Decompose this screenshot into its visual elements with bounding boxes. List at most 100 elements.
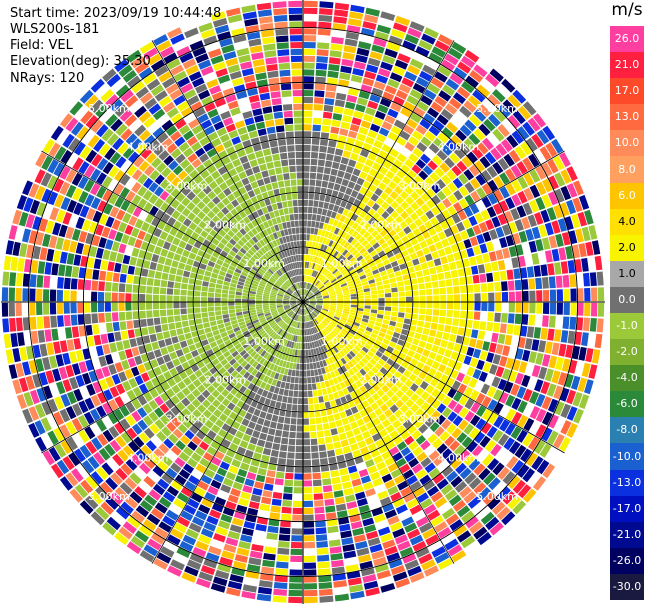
velocity-gate <box>497 486 511 500</box>
velocity-gate <box>309 296 316 300</box>
velocity-gate <box>296 321 299 329</box>
velocity-gate <box>395 215 404 224</box>
velocity-gate <box>435 381 445 391</box>
velocity-gate <box>331 406 339 414</box>
velocity-gate <box>488 292 495 302</box>
velocity-gate <box>338 432 347 441</box>
velocity-gate <box>459 124 472 137</box>
velocity-gate <box>245 345 252 352</box>
velocity-gate <box>217 354 226 362</box>
velocity-gate <box>79 500 94 515</box>
velocity-gate <box>90 422 102 436</box>
velocity-gate <box>187 457 198 468</box>
velocity-gate <box>576 317 584 331</box>
velocity-gate <box>252 319 259 324</box>
velocity-gate <box>341 58 354 67</box>
velocity-gate <box>215 283 223 289</box>
velocity-gate <box>309 179 316 186</box>
velocity-gate <box>525 452 538 467</box>
velocity-gate <box>513 268 521 280</box>
velocity-gate <box>437 65 452 77</box>
velocity-gate <box>315 62 328 70</box>
velocity-gate <box>304 308 307 315</box>
velocity-gate <box>197 480 209 491</box>
velocity-gate <box>403 101 416 112</box>
velocity-gate <box>441 532 456 545</box>
velocity-gate <box>250 181 259 189</box>
velocity-gate <box>406 498 419 509</box>
velocity-gate <box>153 448 165 460</box>
velocity-gate <box>348 196 356 204</box>
velocity-gate <box>305 290 309 296</box>
velocity-gate <box>60 440 73 455</box>
velocity-gate <box>229 411 238 420</box>
velocity-gate <box>174 457 186 468</box>
velocity-gate <box>191 452 202 463</box>
velocity-gate <box>318 152 326 160</box>
velocity-gate <box>126 320 134 330</box>
velocity-gate <box>343 550 357 559</box>
velocity-gate <box>424 417 435 428</box>
velocity-gate <box>73 388 84 402</box>
velocity-gate <box>404 33 420 45</box>
velocity-gate <box>395 89 408 100</box>
velocity-gate <box>153 366 163 376</box>
velocity-gate <box>444 53 459 66</box>
velocity-gate <box>240 360 248 368</box>
velocity-gate <box>492 462 505 476</box>
velocity-gate <box>328 456 337 464</box>
velocity-gate <box>411 164 422 175</box>
velocity-gate <box>554 172 566 187</box>
velocity-gate <box>309 411 315 418</box>
velocity-gate <box>337 367 344 375</box>
velocity-gate <box>231 350 239 358</box>
velocity-gate <box>359 219 367 228</box>
velocity-gate <box>317 207 323 215</box>
velocity-gate <box>327 525 339 534</box>
velocity-gate <box>351 222 359 230</box>
velocity-gate <box>193 419 204 430</box>
velocity-gate <box>195 279 203 286</box>
velocity-gate <box>420 192 431 203</box>
velocity-gate <box>417 276 425 284</box>
velocity-gate <box>368 184 377 193</box>
velocity-gate <box>172 428 184 439</box>
velocity-gate <box>294 459 303 466</box>
velocity-gate <box>329 341 335 348</box>
velocity-gate <box>280 367 285 375</box>
velocity-gate <box>128 440 140 453</box>
velocity-gate <box>427 160 438 171</box>
velocity-gate <box>340 121 351 130</box>
velocity-gate <box>333 337 340 344</box>
velocity-gate <box>404 452 415 463</box>
velocity-gate <box>326 77 338 85</box>
velocity-gate <box>339 523 351 532</box>
velocity-gate <box>85 268 93 280</box>
velocity-gate <box>293 493 303 501</box>
velocity-gate <box>274 372 280 380</box>
velocity-gate <box>356 403 364 412</box>
velocity-gate <box>553 433 565 449</box>
velocity-gate <box>293 487 303 494</box>
velocity-gate <box>84 495 99 510</box>
velocity-gate <box>226 329 234 335</box>
velocity-gate <box>408 441 419 451</box>
velocity-gate <box>322 308 329 312</box>
velocity-gate <box>287 326 292 333</box>
velocity-gate <box>335 252 342 260</box>
velocity-gate <box>195 446 206 457</box>
velocity-gate <box>90 408 101 422</box>
velocity-gate <box>220 346 228 354</box>
velocity-gate <box>318 273 323 280</box>
velocity-gate <box>390 565 406 576</box>
velocity-gate <box>120 501 134 515</box>
velocity-gate <box>356 352 364 360</box>
velocity-gate <box>183 463 195 474</box>
velocity-gate <box>363 311 370 316</box>
velocity-gate <box>194 369 203 378</box>
velocity-gate <box>203 435 213 445</box>
velocity-gate <box>141 327 149 336</box>
velocity-gate <box>351 478 362 487</box>
velocity-gate <box>325 351 331 358</box>
velocity-gate <box>358 126 369 136</box>
